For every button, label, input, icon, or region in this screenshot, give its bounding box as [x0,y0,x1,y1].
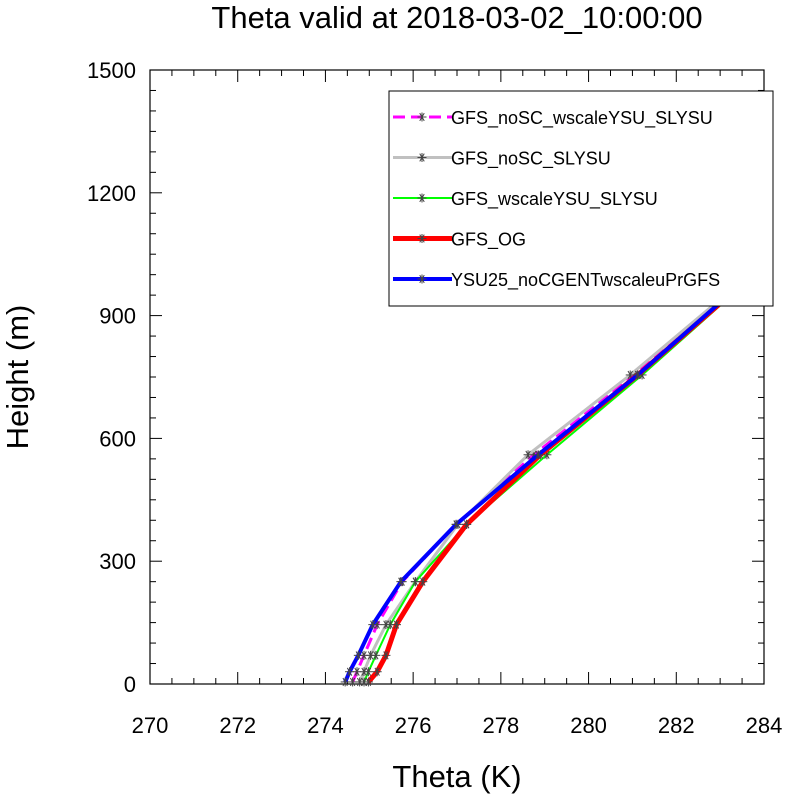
y-axis-label: Height (m) [0,305,35,450]
x-tick-label: 278 [482,713,519,738]
series-5-marker [533,450,543,460]
y-tick-label: 1200 [87,181,136,206]
series-5-marker [451,519,461,529]
x-axis-label: Theta (K) [392,759,521,794]
legend-marker [417,193,427,203]
legend-label: GFS_OG [451,230,526,251]
series-line-5 [343,252,768,683]
series-4-marker [363,677,373,687]
series-4-marker [462,519,472,529]
series-5-marker [396,577,406,587]
y-tick-label: 600 [99,426,136,451]
series-line-4 [366,252,769,684]
series-4-marker [381,650,391,660]
legend-label: GFS_noSC_SLYSU [451,149,611,170]
series-4-marker [391,620,401,630]
x-tick-label: 284 [746,713,783,738]
chart-title: Theta valid at 2018-03-02_10:00:00 [211,0,702,35]
y-tick-label: 1500 [87,58,136,83]
series-4-marker [418,577,428,587]
series-2-marker [523,450,533,460]
x-tick-label: 282 [658,713,695,738]
legend-label: YSU25_noCGENTwscaleuPrGFS [451,270,720,291]
x-tick-label: 270 [132,713,169,738]
series-3-marker [371,650,381,660]
plot-area: 270 272 274 276 278 280 282 284 0 300 600 900 1200 15… [87,58,782,738]
series-5-marker [368,620,378,630]
y-tick-label: 900 [99,304,136,329]
series-4-marker [372,667,382,677]
series-line-2 [358,253,766,683]
series-5-marker [353,650,363,660]
legend: GFS_noSC_wscaleYSU_SLYSU GFS_noSC_SLYSU GF… [388,90,774,307]
y-tick-label: 0 [124,672,136,697]
x-tick-label: 274 [307,713,344,738]
legend-marker [417,274,427,284]
series-5-marker [345,667,355,677]
series-5-marker [633,370,643,380]
series-3-marker [363,667,373,677]
y-tick-label: 300 [99,549,136,574]
legend-box [388,90,774,307]
legend-label: GFS_noSC_wscaleYSU_SLYSU [451,108,713,129]
legend-label: GFS_wscaleYSU_SLYSU [451,189,658,210]
x-tick-label: 272 [219,713,256,738]
legend-marker [417,112,427,122]
series-5-marker [340,677,350,687]
legend-marker [417,234,427,243]
x-tick-label: 280 [570,713,607,738]
x-tick-label: 276 [395,713,432,738]
legend-marker [417,153,427,162]
